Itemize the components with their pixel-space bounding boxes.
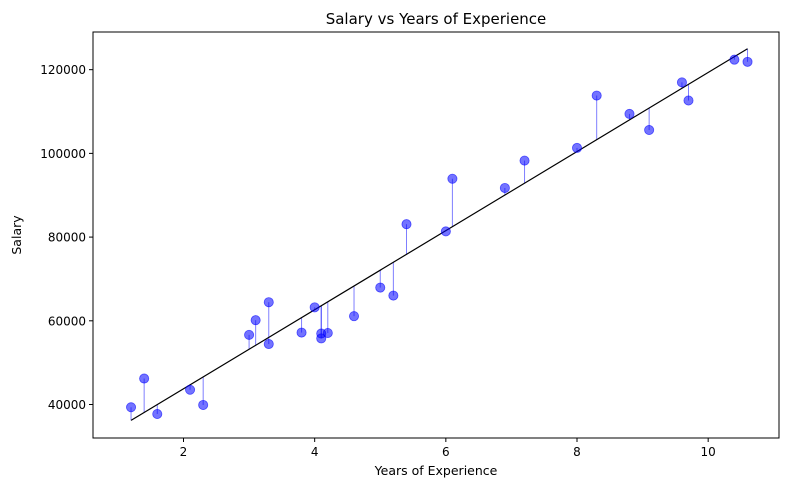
regression-line-group — [130, 48, 748, 421]
x-tick-label: 4 — [311, 445, 319, 459]
y-tick-label: 100000 — [40, 147, 86, 161]
data-point — [499, 182, 510, 193]
data-points — [126, 54, 753, 420]
data-point — [440, 226, 451, 237]
data-point — [322, 328, 333, 339]
data-point — [683, 95, 694, 106]
chart-title: Salary vs Years of Experience — [326, 10, 547, 28]
data-point — [644, 125, 655, 136]
plot-frame — [92, 31, 780, 439]
y-tick-label: 60000 — [48, 314, 86, 328]
data-point — [572, 142, 583, 153]
data-point — [519, 155, 530, 166]
data-point — [447, 173, 458, 184]
data-point — [349, 311, 360, 322]
data-point — [263, 339, 274, 350]
y-tick-label: 40000 — [48, 398, 86, 412]
x-tick-label: 6 — [442, 445, 450, 459]
y-tick-label: 120000 — [40, 63, 86, 77]
plot-area — [126, 48, 753, 421]
data-point — [126, 402, 137, 413]
y-tick-label: 80000 — [48, 231, 86, 245]
data-point — [250, 315, 261, 326]
data-point — [139, 373, 150, 384]
data-point — [296, 327, 307, 338]
data-point — [263, 297, 274, 308]
data-point — [742, 56, 753, 67]
data-point — [624, 108, 635, 119]
data-point — [591, 90, 602, 101]
data-point — [729, 54, 740, 65]
x-axis-ticks: 2 4 6 8 10 — [180, 438, 716, 459]
data-point — [309, 302, 320, 313]
x-tick-label: 10 — [701, 445, 716, 459]
data-point — [244, 329, 255, 340]
data-point — [401, 219, 412, 230]
data-point — [388, 290, 399, 301]
data-point — [152, 409, 163, 420]
data-point — [185, 384, 196, 395]
y-axis-label: Salary — [9, 215, 24, 255]
data-point — [198, 399, 209, 410]
y-axis-ticks: 40000 60000 80000 100000 120000 — [40, 63, 93, 412]
x-axis-label: Years of Experience — [374, 463, 498, 478]
data-point — [375, 282, 386, 293]
x-tick-label: 8 — [573, 445, 581, 459]
data-point — [676, 77, 687, 88]
x-tick-label: 2 — [180, 445, 188, 459]
regression-line — [130, 48, 748, 421]
